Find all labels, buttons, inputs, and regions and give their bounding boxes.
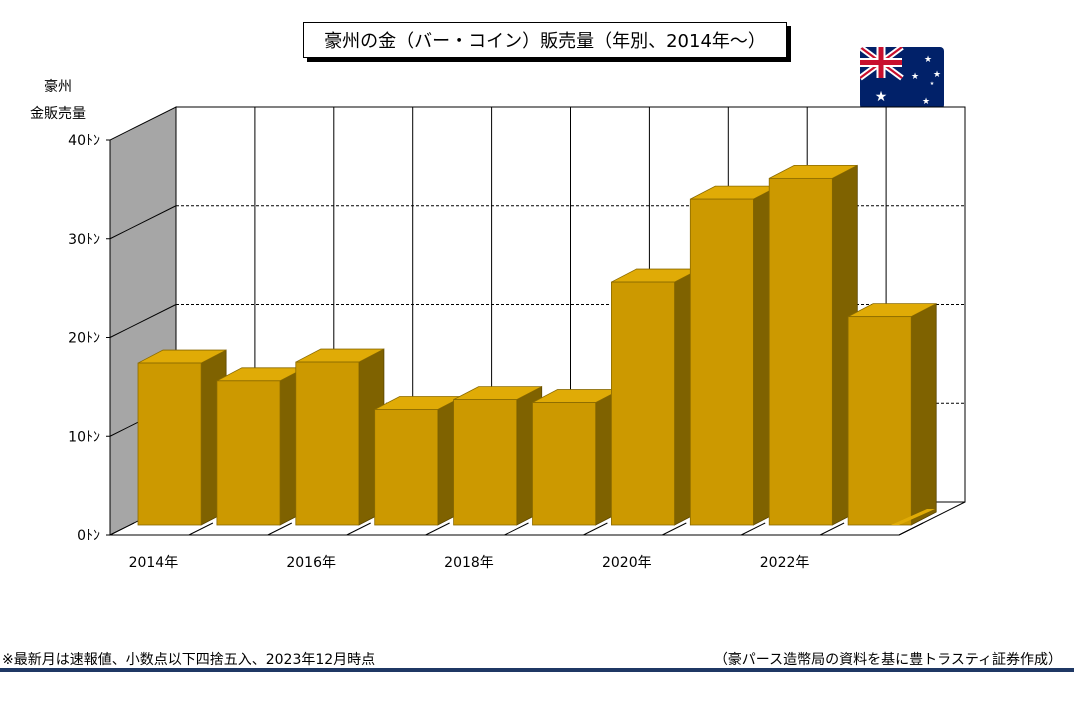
- side-wall-gridline: [109, 205, 177, 240]
- y-tick-label: 0ﾄﾝ: [77, 528, 100, 544]
- svg-text:★: ★: [911, 72, 919, 82]
- floor-category-tick: [425, 522, 450, 536]
- bar: [847, 316, 912, 526]
- bar: [532, 402, 597, 526]
- y-tick-label: 10ﾄﾝ: [68, 429, 100, 445]
- floor-category-tick: [188, 522, 214, 536]
- bar: [453, 399, 518, 526]
- bar: [295, 361, 360, 526]
- chart-title: 豪州の金（バー・コイン）販売量（年別、2014年～）: [303, 22, 787, 58]
- y-tick-label: 40ﾄﾝ: [68, 133, 100, 149]
- floor-category-tick: [346, 522, 371, 536]
- bar: [137, 362, 202, 526]
- y-tick-label: 30ﾄﾝ: [68, 232, 100, 248]
- svg-text:★: ★: [922, 97, 930, 107]
- source-note: （豪パース造幣局の資料を基に豊トラスティ証券作成）: [713, 652, 1062, 668]
- footnote: ※最新月は速報値、小数点以下四捨五入、2023年12月時点: [2, 652, 376, 668]
- bar-side: [910, 302, 937, 526]
- x-tick-label: 2016年: [286, 555, 336, 571]
- x-tick-label: 2014年: [129, 555, 179, 571]
- bar: [689, 198, 754, 526]
- bar: [374, 409, 439, 526]
- floor-category-tick: [583, 522, 608, 536]
- bar: [216, 380, 281, 526]
- floor-category-tick: [898, 522, 924, 536]
- x-tick-label: 2022年: [760, 555, 810, 571]
- y-axis-label-line1: 豪州: [44, 79, 72, 95]
- floor-category-tick: [267, 522, 293, 536]
- svg-text:★: ★: [933, 70, 941, 80]
- floor-category-tick: [109, 522, 135, 536]
- x-tick-label: 2020年: [602, 555, 652, 571]
- svg-text:★: ★: [924, 55, 932, 65]
- svg-text:★: ★: [930, 81, 935, 87]
- side-wall-gridline: [109, 304, 177, 338]
- bottom-rule: [0, 668, 1074, 672]
- floor-category-tick: [819, 522, 845, 536]
- australia-flag-icon: ★ ★ ★ ★ ★ ★: [860, 47, 944, 109]
- svg-text:★: ★: [875, 89, 888, 105]
- floor-category-tick: [740, 522, 766, 536]
- y-tick-label: 20ﾄﾝ: [68, 331, 100, 347]
- bar: [611, 281, 675, 526]
- x-tick-label: 2018年: [444, 555, 494, 571]
- bar: [768, 177, 833, 526]
- y-axis-label-line2: 金販売量: [30, 106, 86, 122]
- bar-base-edge: [891, 509, 935, 525]
- floor-category-tick: [662, 522, 687, 536]
- floor-category-tick: [504, 522, 529, 536]
